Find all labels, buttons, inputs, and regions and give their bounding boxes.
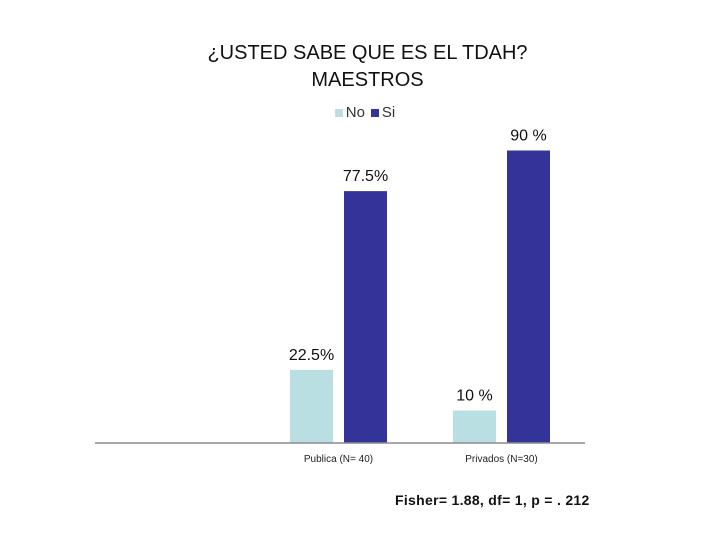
category-label-1: Privados (N=30) xyxy=(465,454,538,465)
bar-no-0 xyxy=(290,369,333,443)
chart-legend: No Si xyxy=(0,104,720,121)
category-label-0: Publica (N= 40) xyxy=(304,454,373,465)
bar-si-0 xyxy=(344,191,387,443)
chart-title: ¿USTED SABE QUE ES EL TDAH? MAESTROS xyxy=(100,40,635,94)
chart-title-line-1: ¿USTED SABE QUE ES EL TDAH? xyxy=(207,42,528,64)
legend-label-no: No xyxy=(345,104,365,121)
data-label-no-1: 10 % xyxy=(456,388,492,405)
bar-no-1 xyxy=(453,410,496,443)
data-label-no-0: 22.5% xyxy=(289,347,334,364)
legend-item-no: No xyxy=(334,104,365,121)
legend-item-si: Si xyxy=(370,104,396,121)
fisher-test-note: Fisher= 1.88, df= 1, p = . 212 xyxy=(395,492,590,508)
legend-swatch-no xyxy=(334,108,343,117)
legend-label-si: Si xyxy=(381,104,396,121)
data-label-si-1: 90 % xyxy=(510,128,546,145)
chart-title-line-2: MAESTROS xyxy=(311,69,424,91)
data-label-si-0: 77.5% xyxy=(343,168,388,185)
bar-si-1 xyxy=(507,150,550,443)
legend-swatch-si xyxy=(370,108,379,117)
